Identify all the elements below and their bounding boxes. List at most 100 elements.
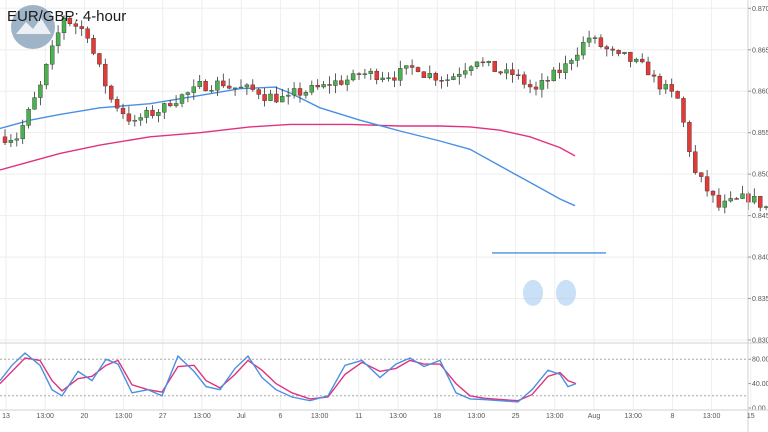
candle-body (32, 97, 37, 110)
candle-body (734, 198, 739, 200)
candle-body (380, 77, 385, 80)
candle-body (504, 69, 509, 74)
candle-body (386, 77, 391, 79)
candle-body (232, 87, 238, 90)
candle-body (539, 80, 545, 90)
candle-body (669, 84, 674, 92)
candle-body (704, 176, 710, 192)
candle-body (687, 122, 692, 152)
candle-body (716, 194, 722, 208)
time-tick-label: 13:00 (193, 413, 211, 420)
candle-body (486, 61, 491, 63)
candle-body (108, 85, 114, 100)
candle-body (480, 61, 486, 64)
candle-body (185, 92, 191, 95)
candle-body (693, 151, 698, 173)
logo-mountain-icon (16, 18, 51, 34)
time-tick-label: Aug (588, 413, 601, 420)
candle-body (356, 73, 362, 75)
candle-body (398, 68, 403, 81)
candle-body (120, 107, 126, 115)
candle-body (14, 138, 20, 141)
candle-body (85, 28, 90, 39)
time-tick-label: 13:00 (311, 413, 329, 420)
candle-body (55, 32, 61, 47)
candle-body (221, 80, 226, 87)
time-tick-label: 6 (278, 413, 282, 420)
candle-body (516, 74, 521, 76)
candle-body (563, 63, 568, 73)
candle-body (2, 136, 8, 143)
candle-body (203, 81, 208, 92)
candle-body (763, 206, 768, 208)
chart-title: EUR/GBP: 4-hour (7, 8, 126, 25)
candle-body (457, 73, 462, 77)
candle-body (291, 88, 297, 96)
candle-body (339, 80, 344, 85)
candle-body (238, 86, 244, 89)
candle-body (728, 198, 733, 202)
candle-body (651, 74, 657, 77)
candle-body (657, 76, 663, 90)
candle-body (404, 65, 409, 69)
candle-body (38, 84, 43, 98)
stochastic-panel: 80.00 40.00 0.00 (0, 352, 768, 413)
stoch-d-line (0, 357, 577, 402)
candle-body (510, 69, 515, 75)
candle-body (681, 98, 686, 123)
candle-body (114, 99, 120, 109)
candle-body (138, 117, 143, 121)
logo-badge-icon (11, 5, 55, 49)
stoch-k-line (0, 352, 577, 403)
candle-body (722, 200, 727, 208)
candle-body (439, 80, 444, 82)
candle-body (645, 61, 651, 76)
candle-body (622, 51, 627, 54)
candle-body (581, 42, 586, 56)
price-tick-label: 0.8300 (752, 338, 768, 345)
candle-body (333, 80, 338, 86)
candle-body (250, 84, 256, 90)
time-tick-label: 20 (81, 413, 89, 420)
time-tick-label: 13:00 (468, 413, 486, 420)
candle-body (167, 103, 173, 107)
time-tick-label: 13:00 (624, 413, 642, 420)
time-tick-label: 13:00 (389, 413, 407, 420)
candle-body (150, 109, 155, 116)
candle-body (173, 103, 179, 107)
time-tick-label: 27 (159, 413, 167, 420)
candle-body (79, 26, 84, 29)
candle-body (191, 86, 197, 93)
candle-body (268, 93, 273, 101)
candle-body (527, 84, 533, 88)
candle-body (262, 94, 267, 101)
candle-body (280, 96, 285, 103)
candle-body (474, 61, 480, 67)
candle-body (604, 46, 609, 50)
time-tick-label: 25 (512, 413, 520, 420)
candle-body (61, 17, 67, 33)
candle-body (368, 70, 373, 74)
candle-body (156, 112, 161, 116)
candle-body (8, 139, 14, 143)
candle-body (663, 84, 668, 90)
stoch-tick-label: 0.00 (752, 406, 766, 413)
candle-body (628, 51, 633, 62)
annotations (492, 252, 606, 306)
logo (11, 5, 55, 49)
candle-body (44, 64, 49, 86)
candles (2, 15, 768, 214)
highlighted-low (523, 279, 543, 306)
candle-body (463, 70, 468, 75)
candle-body (451, 76, 456, 80)
